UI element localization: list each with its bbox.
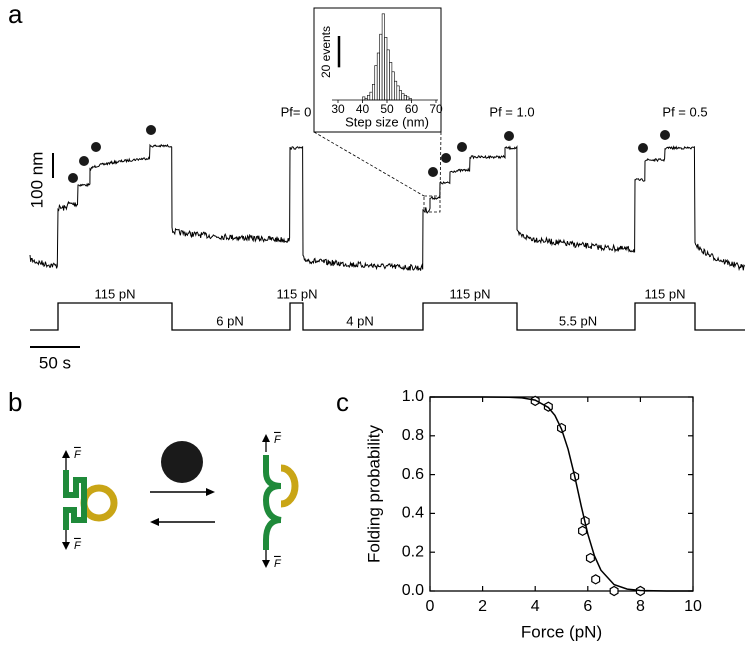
force-symbol: F xyxy=(274,434,282,446)
data-point xyxy=(578,525,588,537)
force-label: 115 pN xyxy=(277,286,318,301)
data-point xyxy=(609,585,619,597)
histogram-bar xyxy=(394,80,398,101)
annotation: Pf = 1.0 xyxy=(489,104,534,119)
force-symbol: F xyxy=(274,558,282,570)
x-tick-label: 2 xyxy=(478,598,487,615)
histogram-bar xyxy=(381,13,385,101)
binding-dots xyxy=(68,125,670,183)
y-tick-label: 0.6 xyxy=(402,466,424,483)
histogram-bar xyxy=(406,96,410,101)
fit-line xyxy=(430,396,694,592)
annotation: Pf= 0 xyxy=(281,104,312,119)
histogram-bar xyxy=(401,93,405,101)
data-point xyxy=(585,552,595,564)
x-tick-label: 8 xyxy=(636,598,645,615)
panel-label: a xyxy=(8,0,23,29)
histogram-bar xyxy=(403,95,407,101)
x-tick-label: 10 xyxy=(684,598,702,615)
y-tick-label: 0.2 xyxy=(402,543,424,560)
y-tick-label: 0.4 xyxy=(402,505,424,522)
histogram-bar xyxy=(376,52,380,101)
y-tick-label: 1.0 xyxy=(402,388,424,405)
force-symbol: F xyxy=(74,449,82,461)
scale-label: 20 events xyxy=(319,26,333,78)
force-label: 6 pN xyxy=(216,313,243,328)
histogram-bar xyxy=(389,62,393,101)
scale-label: 100 nm xyxy=(27,152,46,209)
histogram-bar xyxy=(369,91,373,101)
y-axis-label: Folding probability xyxy=(364,425,383,563)
x-tick-label: 50 xyxy=(380,102,394,116)
x-tick-label: 40 xyxy=(356,102,370,116)
histogram-bar xyxy=(371,84,376,101)
x-tick-label: 6 xyxy=(583,598,592,615)
histogram-bar xyxy=(386,49,390,101)
force-label: 115 pN xyxy=(450,286,491,301)
histogram-bar xyxy=(396,85,400,101)
force-label: 115 pN xyxy=(645,286,686,301)
x-tick-label: 70 xyxy=(429,102,443,116)
force-protocol xyxy=(30,302,745,331)
histogram-bar xyxy=(384,37,388,101)
plot-frame xyxy=(429,396,694,592)
x-axis-label: Force (pN) xyxy=(521,622,602,641)
histogram-bar xyxy=(398,90,402,101)
histogram-bar xyxy=(379,33,383,101)
y-tick-label: 0.0 xyxy=(402,582,424,599)
force-label: 5.5 pN xyxy=(559,313,597,328)
y-tick-label: 0.8 xyxy=(402,427,424,444)
panel-label: b xyxy=(8,387,22,417)
force-label: 4 pN xyxy=(346,313,373,328)
histogram-bar xyxy=(362,96,366,101)
schematic xyxy=(62,434,299,568)
force-label: 115 pN xyxy=(95,286,136,301)
histogram-bar xyxy=(391,71,395,101)
zoom-guides xyxy=(313,131,442,213)
panel-label: c xyxy=(336,387,349,417)
x-axis-label: Step size (nm) xyxy=(345,114,429,129)
force-symbol: F xyxy=(74,540,82,552)
histogram-bar xyxy=(374,65,378,101)
x-tick-label: 0 xyxy=(426,598,435,615)
trace xyxy=(29,143,746,272)
x-tick-label: 60 xyxy=(405,102,419,116)
scale-label: 50 s xyxy=(39,353,71,372)
annotation: Pf = 0.5 xyxy=(662,104,707,119)
histogram-bar xyxy=(367,95,371,101)
data-point xyxy=(591,574,601,585)
x-tick-label: 4 xyxy=(531,598,540,615)
x-tick-label: 30 xyxy=(331,102,345,116)
